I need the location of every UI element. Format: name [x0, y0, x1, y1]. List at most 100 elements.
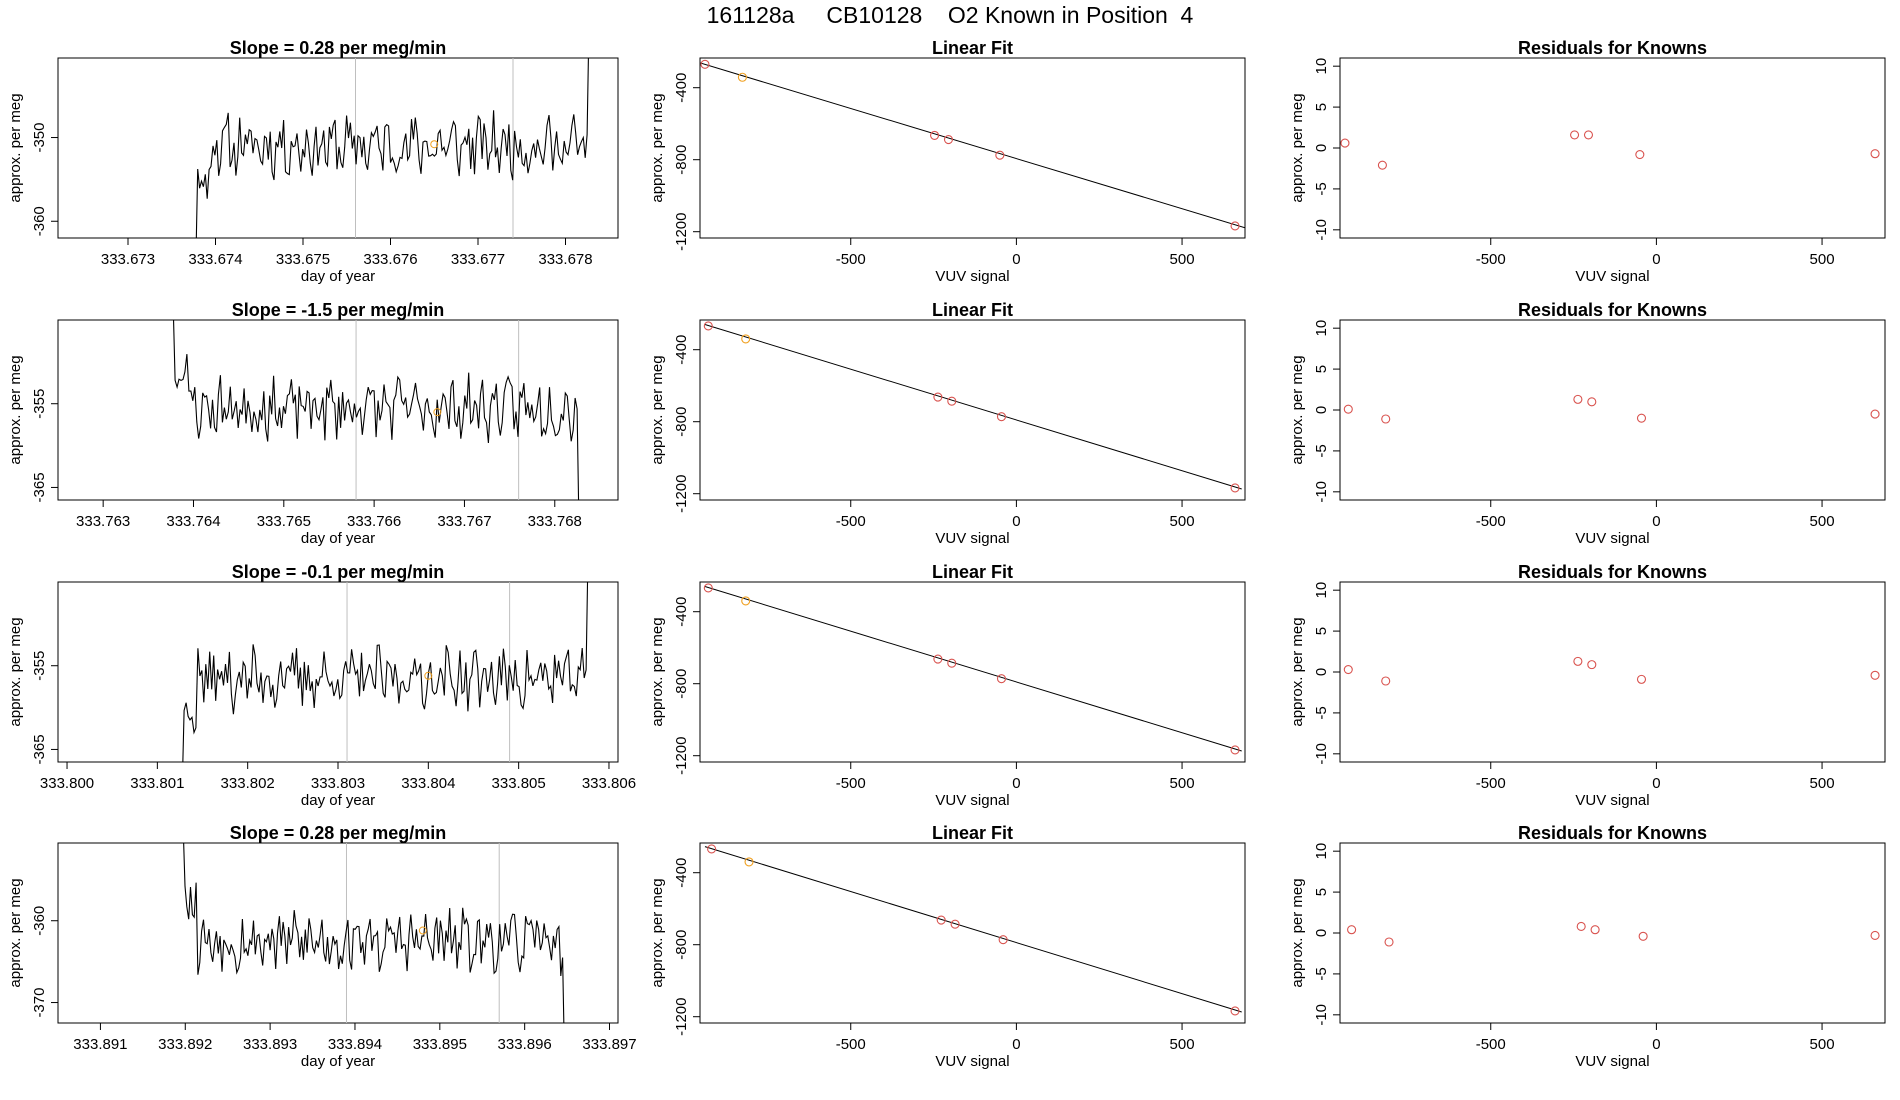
panel-title: Slope = 0.28 per meg/min: [230, 38, 447, 58]
data-point: [933, 654, 943, 664]
x-tick-label: -500: [1476, 251, 1506, 268]
x-tick-label: 333.805: [492, 775, 546, 792]
data-point: [741, 596, 751, 606]
plot-data: [182, 582, 589, 762]
y-tick-label: 10: [1313, 582, 1330, 599]
x-tick-label: 500: [1170, 1036, 1195, 1053]
plot-frame: [57, 581, 619, 763]
panel-row4-residuals: Residuals for Knowns -500 0 500 VUV signal 10…: [1289, 823, 1886, 1070]
x-tick-label: -500: [836, 513, 866, 530]
x-tick-label: 0: [1652, 513, 1660, 530]
y-axis-label: approx. per meg: [649, 617, 666, 726]
data-point: [1377, 160, 1387, 170]
y-tick-label: -360: [31, 206, 48, 236]
data-point: [936, 915, 946, 925]
time-series-trace: [183, 843, 565, 1023]
data-point: [1381, 676, 1391, 686]
x-axis-label: VUV signal: [1575, 268, 1649, 285]
time-series-trace: [173, 320, 580, 500]
data-point: [1590, 925, 1600, 935]
data-point: [700, 59, 710, 69]
data-point: [933, 392, 943, 402]
panel-title: Residuals for Knowns: [1518, 562, 1707, 582]
fit-line: [704, 846, 1242, 1013]
plot-data: [195, 58, 589, 238]
y-tick-label: -365: [31, 734, 48, 764]
y-tick-label: -800: [673, 407, 690, 437]
y-tick-label: 5: [1313, 888, 1330, 896]
data-point: [1230, 1006, 1240, 1016]
plot-data: [700, 59, 1245, 231]
x-tick-label: -500: [1476, 775, 1506, 792]
y-tick-label: -5: [1313, 706, 1330, 719]
y-axis-label: approx. per meg: [7, 355, 24, 464]
plot-frame: [57, 842, 619, 1024]
panel-row4-linear-fit: Linear Fit -500 0 500 VUV signal -400 -800 -120…: [649, 823, 1246, 1070]
y-tick-label: -10: [1313, 219, 1330, 241]
x-tick-label: 333.892: [158, 1036, 212, 1053]
data-point: [1587, 397, 1597, 407]
y-tick-label: -400: [673, 597, 690, 627]
y-tick-label: 5: [1313, 103, 1330, 111]
x-tick-label: -500: [836, 775, 866, 792]
data-point: [998, 935, 1008, 945]
x-tick-label: 500: [1810, 251, 1835, 268]
x-tick-label: 333.896: [498, 1036, 552, 1053]
x-tick-label: 500: [1170, 251, 1195, 268]
plot-data: [1343, 394, 1880, 424]
data-point: [703, 321, 713, 331]
x-tick-label: 333.764: [166, 513, 220, 530]
data-point: [737, 72, 747, 82]
x-tick-label: 333.894: [328, 1036, 382, 1053]
x-tick-label: 333.674: [188, 251, 242, 268]
data-point: [703, 583, 713, 593]
highlight-point: [418, 926, 427, 935]
data-point: [1230, 483, 1240, 493]
x-tick-label: 333.893: [243, 1036, 297, 1053]
data-point: [744, 857, 754, 867]
data-point: [1587, 660, 1597, 670]
panel-row3-residuals: Residuals for Knowns -500 0 500 VUV signal 10…: [1289, 562, 1886, 809]
y-axis-label: approx. per meg: [649, 878, 666, 987]
plot-data: [173, 320, 580, 500]
data-point: [1870, 670, 1880, 680]
data-point: [1870, 149, 1880, 159]
data-point: [1347, 925, 1357, 935]
y-tick-label: 0: [1313, 929, 1330, 937]
data-point: [943, 134, 954, 145]
data-point: [1573, 394, 1583, 404]
panel-title: Residuals for Knowns: [1518, 38, 1707, 58]
x-axis-label: day of year: [301, 1053, 375, 1070]
y-tick-label: -5: [1313, 444, 1330, 457]
panel-row2-time-series: Slope = -1.5 per meg/min 333.763 333.764 33…: [7, 300, 619, 547]
x-axis-label: VUV signal: [935, 268, 1009, 285]
data-point: [1340, 138, 1350, 148]
y-tick-label: -800: [673, 930, 690, 960]
y-axis-label: approx. per meg: [649, 355, 666, 464]
panel-row1-linear-fit: Linear Fit -500 0 500 VUV signal -400 -800 -120…: [649, 38, 1246, 285]
y-tick-label: -1200: [673, 213, 690, 251]
x-axis-label: VUV signal: [935, 792, 1009, 809]
time-series-trace: [182, 582, 589, 762]
y-tick-label: -5: [1313, 182, 1330, 195]
x-tick-label: 500: [1810, 775, 1835, 792]
x-axis-label: VUV signal: [935, 1053, 1009, 1070]
y-tick-label: -1200: [673, 998, 690, 1036]
x-tick-label: -500: [836, 1036, 866, 1053]
y-axis-label: approx. per meg: [7, 617, 24, 726]
y-tick-label: -10: [1313, 481, 1330, 503]
y-tick-label: -400: [673, 335, 690, 365]
panel-title: Slope = -0.1 per meg/min: [232, 562, 445, 582]
plot-frame: [1339, 581, 1886, 763]
panel-row3-linear-fit: Linear Fit -500 0 500 VUV signal -400 -800 -120…: [649, 562, 1246, 809]
panel-title: Residuals for Knowns: [1518, 300, 1707, 320]
y-tick-label: -350: [31, 123, 48, 153]
highlight-point: [424, 671, 433, 680]
x-tick-label: 333.891: [73, 1036, 127, 1053]
panel-row1-residuals: Residuals for Knowns -500 0 500 VUV signal 10…: [1289, 38, 1886, 285]
x-tick-label: 333.763: [76, 513, 130, 530]
x-tick-label: 0: [1012, 251, 1020, 268]
plot-data: [703, 583, 1242, 755]
panel-title: Linear Fit: [932, 38, 1013, 58]
